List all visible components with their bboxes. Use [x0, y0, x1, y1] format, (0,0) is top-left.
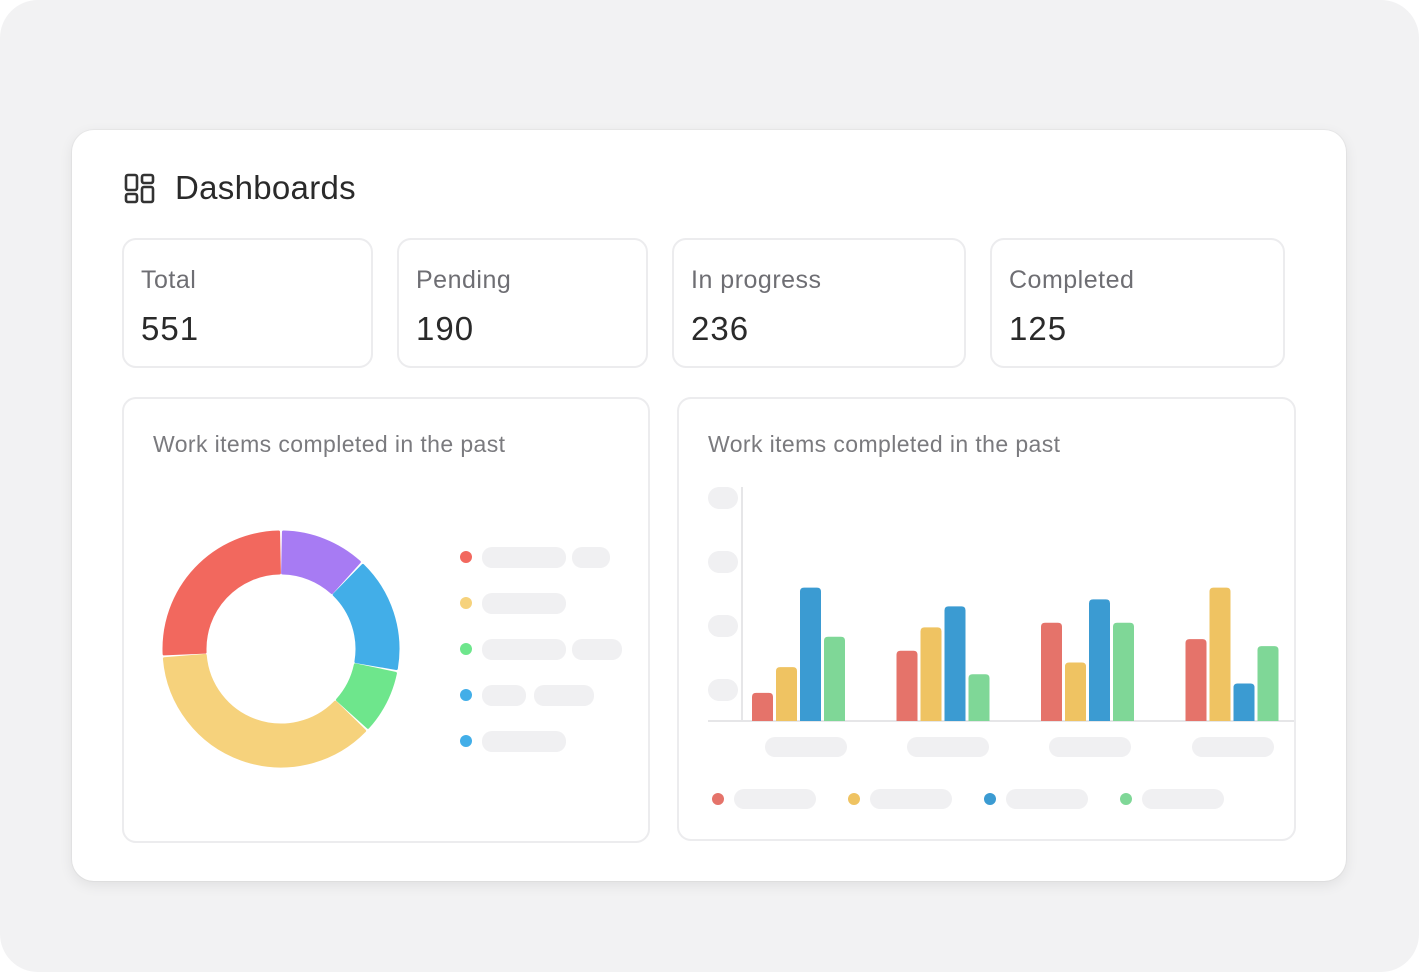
- y-tick-placeholder: [708, 487, 738, 509]
- legend-placeholder: [482, 731, 566, 752]
- bar: [1041, 622, 1062, 721]
- donut-chart-panel: Work items completed in the past: [122, 397, 650, 843]
- legend-placeholder: [482, 593, 566, 614]
- bar: [968, 674, 990, 721]
- x-tick-placeholder: [1049, 737, 1131, 757]
- panel-title: Work items completed in the past: [708, 431, 1061, 457]
- legend-dot: [460, 597, 472, 609]
- legend-placeholder: [482, 639, 566, 660]
- donut-slice: [162, 653, 367, 768]
- legend-placeholder: [870, 789, 952, 809]
- legend-dot: [848, 793, 860, 805]
- bar: [1257, 646, 1279, 721]
- bar: [1113, 622, 1134, 721]
- page-title: Dashboards: [175, 169, 356, 206]
- donut-slice: [281, 530, 361, 595]
- bar-chart: [708, 487, 1294, 722]
- y-tick-placeholder: [708, 679, 738, 701]
- stat-card-completed[interactable]: Completed 125: [990, 238, 1285, 368]
- legend-placeholder: [572, 639, 622, 660]
- stat-value: 190: [416, 310, 475, 347]
- stat-card-pending[interactable]: Pending 190: [397, 238, 648, 368]
- legend-placeholder: [734, 789, 816, 809]
- stat-card-in-progress[interactable]: In progress 236: [672, 238, 966, 368]
- donut-slice: [332, 563, 400, 671]
- legend-placeholder: [1142, 789, 1224, 809]
- legend-dot: [460, 643, 472, 655]
- panel-title: Work items completed in the past: [153, 431, 506, 457]
- bar: [920, 627, 942, 721]
- legend-dot: [460, 551, 472, 563]
- donut-slice: [335, 663, 397, 729]
- donut-slice: [162, 530, 281, 656]
- stat-label: In progress: [691, 266, 822, 294]
- x-tick-placeholder: [907, 737, 989, 757]
- stat-value: 125: [1009, 310, 1068, 347]
- stat-label: Total: [141, 266, 197, 294]
- bar: [1209, 587, 1231, 721]
- y-tick-placeholder: [708, 551, 738, 573]
- bar: [1089, 599, 1110, 721]
- stat-value: 236: [691, 310, 750, 347]
- legend-dot: [1120, 793, 1132, 805]
- x-tick-placeholder: [1192, 737, 1274, 757]
- legend-placeholder: [482, 547, 566, 568]
- stat-label: Pending: [416, 266, 512, 294]
- dashboard-grid-icon: [124, 173, 155, 203]
- legend-dot: [984, 793, 996, 805]
- y-tick-placeholder: [708, 615, 738, 637]
- bar: [776, 667, 797, 721]
- legend-placeholder: [534, 685, 594, 706]
- bar: [800, 587, 821, 721]
- dashboard-card: Dashboards Total 551 Pending 190 In prog…: [72, 130, 1346, 881]
- dashboard-header: Dashboards: [124, 169, 356, 206]
- legend-dot: [460, 689, 472, 701]
- bar: [1233, 683, 1255, 721]
- legend-placeholder: [1006, 789, 1088, 809]
- stat-card-total[interactable]: Total 551: [122, 238, 373, 368]
- bar: [944, 606, 966, 721]
- legend-dot: [460, 735, 472, 747]
- bar: [1185, 639, 1207, 721]
- stat-value: 551: [141, 310, 200, 347]
- bar-chart-panel: Work items completed in the past: [677, 397, 1296, 841]
- legend-placeholder: [482, 685, 526, 706]
- bar: [1065, 662, 1086, 721]
- bar: [824, 636, 845, 721]
- bar: [752, 692, 773, 721]
- stat-label: Completed: [1009, 266, 1135, 294]
- legend-placeholder: [572, 547, 610, 568]
- donut-chart: [162, 530, 400, 768]
- bar: [896, 650, 918, 721]
- legend-dot: [712, 793, 724, 805]
- x-tick-placeholder: [765, 737, 847, 757]
